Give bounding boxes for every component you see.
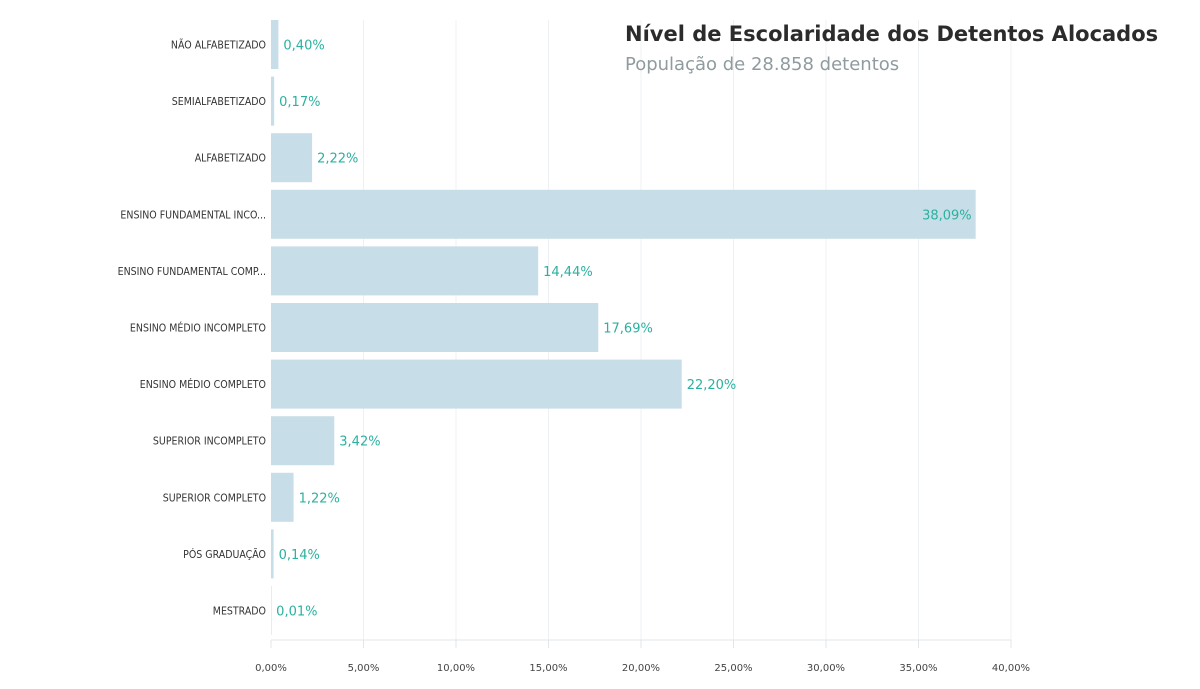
category-label: ENSINO FUNDAMENTAL INCO...	[120, 209, 266, 221]
value-label: 2,22%	[317, 152, 358, 167]
value-label: 38,09%	[922, 208, 972, 223]
value-label: 1,22%	[299, 491, 340, 506]
x-tick-label: 25,00%	[714, 663, 752, 674]
x-tick-label: 30,00%	[807, 663, 845, 674]
category-label: ALFABETIZADO	[195, 153, 266, 165]
category-label: SEMIALFABETIZADO	[172, 96, 266, 108]
value-label: 3,42%	[339, 435, 380, 450]
bar	[271, 416, 335, 466]
bar	[271, 586, 272, 635]
category-label: ENSINO MÉDIO COMPLETO	[140, 378, 266, 391]
value-label: 14,44%	[543, 265, 593, 280]
chart-title: Nível de Escolaridade dos Detentos Aloca…	[625, 22, 1159, 46]
x-tick-label: 15,00%	[529, 663, 567, 674]
value-label: 22,20%	[687, 378, 737, 393]
x-tick-label: 20,00%	[622, 663, 660, 674]
category-label: PÓS GRADUAÇÃO	[183, 548, 266, 561]
bar	[271, 246, 539, 296]
value-label: 0,14%	[279, 548, 320, 563]
x-tick-label: 35,00%	[899, 663, 937, 674]
x-tick-label: 0,00%	[255, 663, 287, 674]
category-label: ENSINO MÉDIO INCOMPLETO	[130, 322, 266, 335]
value-label: 0,17%	[279, 95, 320, 110]
category-label: ENSINO FUNDAMENTAL COMP...	[118, 266, 266, 278]
value-label: 0,40%	[283, 39, 324, 54]
category-labels: NÃO ALFABETIZADO SEMIALFABETIZADO ALFABETI…	[118, 39, 266, 618]
value-label: 0,01%	[276, 605, 317, 620]
bar	[271, 529, 274, 579]
category-label: SUPERIOR INCOMPLETO	[153, 436, 266, 448]
x-tick-label: 10,00%	[437, 663, 475, 674]
value-label: 17,69%	[603, 322, 653, 337]
bar	[271, 20, 279, 69]
bars-group	[271, 20, 976, 635]
bar	[271, 303, 599, 352]
bar	[271, 359, 682, 409]
bar	[271, 76, 275, 126]
bar	[271, 189, 976, 239]
x-tick-label: 5,00%	[348, 663, 380, 674]
category-label: SUPERIOR COMPLETO	[163, 492, 266, 504]
chart-subtitle: População de 28.858 detentos	[625, 54, 900, 75]
category-label: NÃO ALFABETIZADO	[171, 39, 266, 52]
x-tick-label: 40,00%	[992, 663, 1030, 674]
x-axis: 0,00% 5,00% 10,00% 15,00% 20,00% 25,00% 30,00%…	[255, 639, 1030, 674]
bar	[271, 472, 294, 522]
category-label: MESTRADO	[213, 606, 266, 618]
bar	[271, 133, 313, 183]
value-labels: 0,40% 0,17% 2,22% 38,09% 14,44% 17,69% 22,20% 3…	[276, 39, 971, 620]
